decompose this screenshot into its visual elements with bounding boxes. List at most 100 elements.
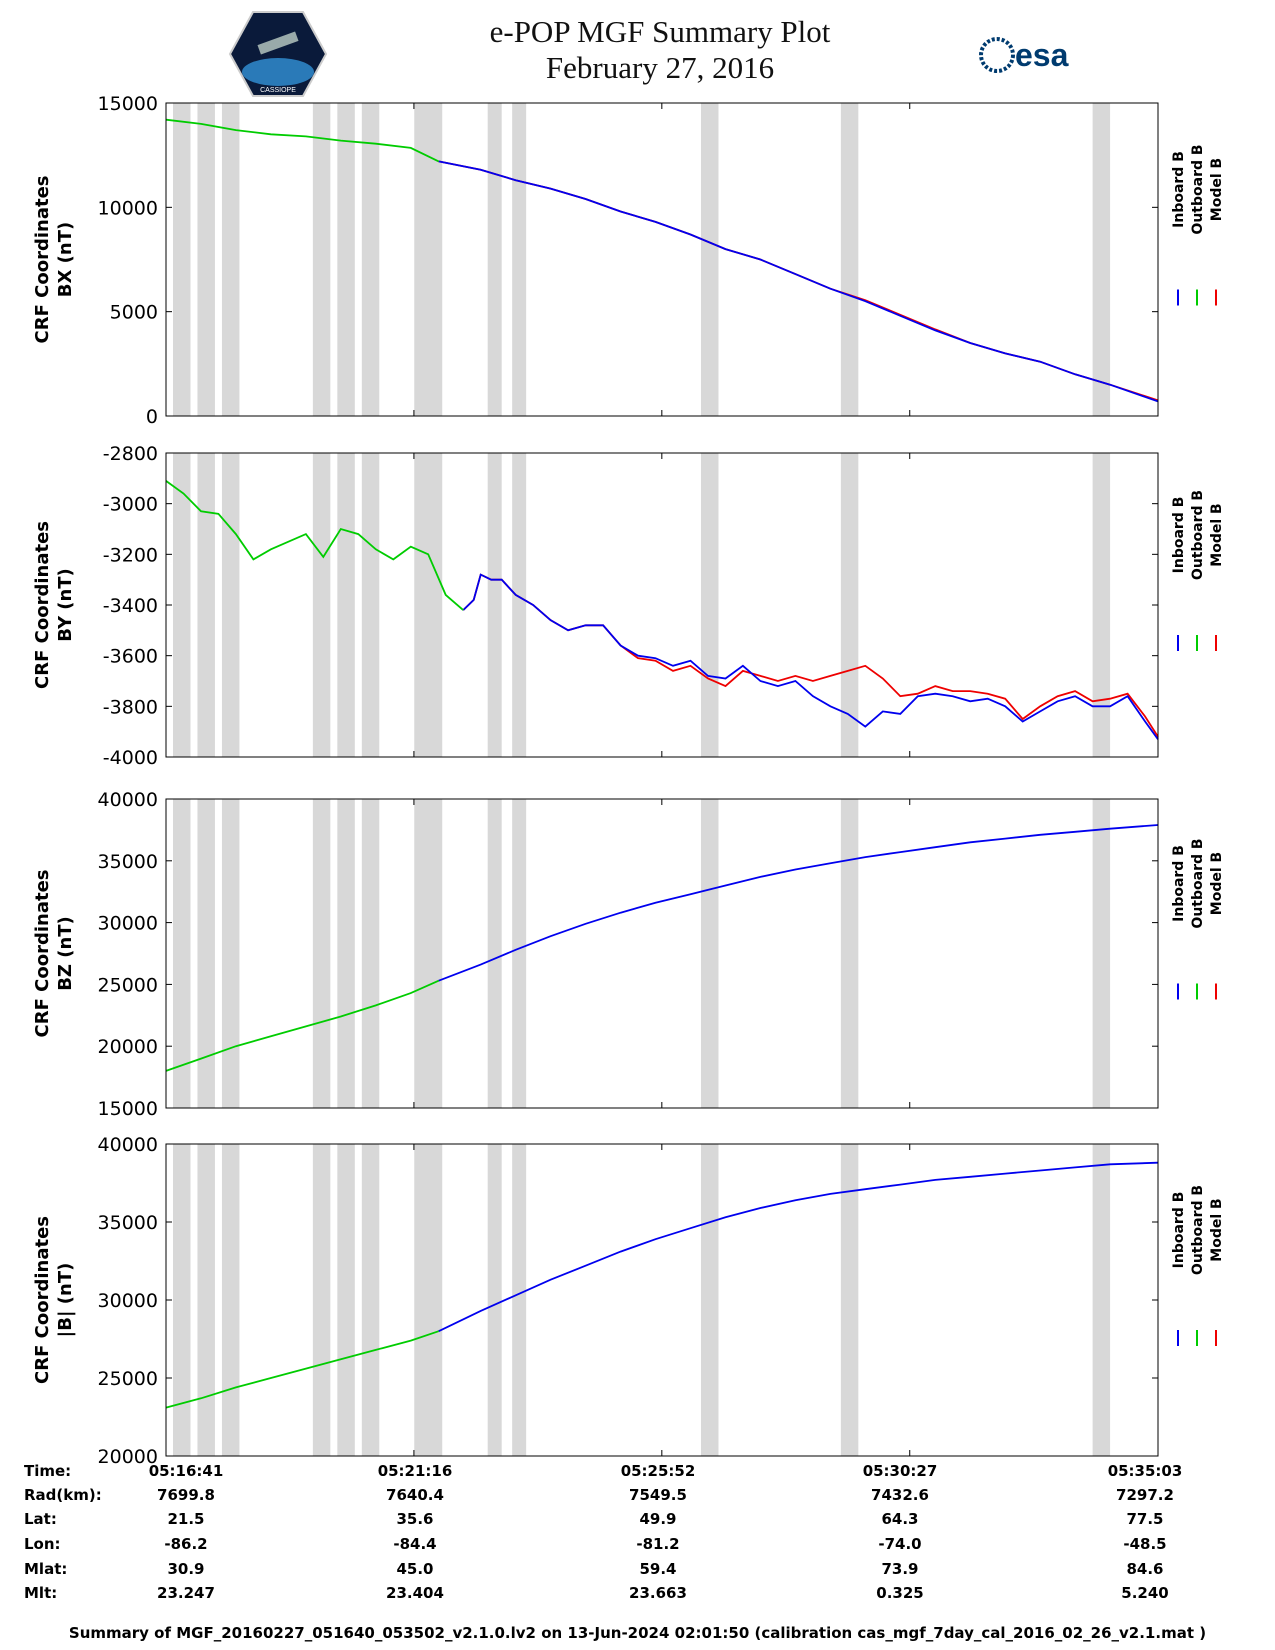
data-gap-bar <box>840 799 859 1108</box>
y-tick-label: -4000 <box>103 747 158 769</box>
y-tick-label: 5000 <box>110 302 158 324</box>
data-gap-bar <box>221 799 240 1108</box>
y-axis-label-line-1: CRF Coordinates <box>32 870 53 1038</box>
series-line-outboard-b <box>165 118 440 163</box>
legend-label: Outboard B <box>1190 144 1206 234</box>
y-tick-label: -2800 <box>103 443 158 465</box>
chart-panel-2: -4000 -3800 -3600 -3400 -3200 -3000 -2800 CRF C… <box>32 443 1225 769</box>
y-axis-label-line-1: CRF Coordinates <box>32 176 53 344</box>
data-gap-bar <box>700 453 719 757</box>
data-gap-bar <box>172 103 191 416</box>
title-line-1: e-POP MGF Summary Plot <box>489 14 831 49</box>
y-tick-label: 25000 <box>98 1368 158 1390</box>
y-axis-label-line-2: BY (nT) <box>55 568 76 642</box>
data-gap-bar <box>172 1144 191 1456</box>
y-tick-label: 35000 <box>98 851 158 873</box>
legend-label: Inboard B <box>1171 1192 1187 1269</box>
data-gap-bar <box>337 103 355 416</box>
y-axis-label-line-1: CRF Coordinates <box>32 1216 53 1384</box>
y-tick-label: -3200 <box>103 544 158 566</box>
data-gap-bar <box>337 453 355 757</box>
data-gap-bar <box>487 1144 502 1456</box>
legend-label: Inboard B <box>1171 151 1187 228</box>
data-gap-bar <box>840 453 859 757</box>
chart-panel-1: 0 5000 10000 15000 CRF Coordinates BX (nT) Inb… <box>32 93 1225 428</box>
data-gap-bar <box>700 103 719 416</box>
data-gap-bar <box>337 1144 355 1456</box>
data-gap-bar <box>512 103 527 416</box>
y-tick-label: 15000 <box>98 1098 158 1120</box>
data-gap-bar <box>312 103 331 416</box>
data-gap-bar <box>337 799 355 1108</box>
data-gap-bar <box>1092 1144 1111 1456</box>
y-axis-label: CRF Coordinates |B| (nT) <box>32 1216 76 1384</box>
data-gap-bar <box>700 799 719 1108</box>
y-tick-label: 15000 <box>98 93 158 115</box>
data-gap-bar <box>700 1144 719 1456</box>
series-line-inboard-b <box>438 160 1159 403</box>
series-line-inboard-b <box>462 573 1159 740</box>
y-axis-label: CRF Coordinates BY (nT) <box>32 521 76 689</box>
y-tick-label: 25000 <box>98 974 158 996</box>
data-gap-bar <box>172 799 191 1108</box>
y-tick-label: 10000 <box>98 197 158 219</box>
legend-label: Model B <box>1209 1198 1225 1261</box>
data-gap-bar <box>487 453 502 757</box>
y-axis-label-line-2: BX (nT) <box>55 222 76 297</box>
legend-label: Inboard B <box>1171 845 1187 922</box>
data-gap-bar <box>312 1144 331 1456</box>
legend-label: Model B <box>1209 503 1225 566</box>
y-axis-label: CRF Coordinates BX (nT) <box>32 176 76 344</box>
legend-label: Model B <box>1209 852 1225 915</box>
data-gap-bar <box>361 1144 380 1456</box>
esa-logo-text: esa <box>1015 37 1069 73</box>
data-gap-bar <box>197 799 215 1108</box>
data-gap-bar <box>1092 103 1111 416</box>
epop-logo-text: CASSIOPE <box>260 87 296 94</box>
legend-label: Inboard B <box>1171 497 1187 574</box>
data-gap-bar <box>840 1144 859 1456</box>
data-gap-bar <box>172 453 191 757</box>
data-gap-bar <box>197 453 215 757</box>
data-gap-bar <box>361 799 380 1108</box>
y-axis-label: CRF Coordinates BZ (nT) <box>32 870 76 1038</box>
esa-logo: esa <box>979 37 1069 73</box>
y-tick-label: -3600 <box>103 646 158 668</box>
y-tick-label: -3800 <box>103 696 158 718</box>
y-tick-label: 40000 <box>98 789 158 811</box>
data-gap-bar <box>512 1144 527 1456</box>
data-gap-bar <box>414 1144 443 1456</box>
data-gap-bar <box>1092 453 1111 757</box>
series-line-inboard-b <box>438 1161 1159 1333</box>
series-line-outboard-b <box>165 979 440 1072</box>
data-gap-bar <box>197 1144 215 1456</box>
y-axis-label-line-2: BZ (nT) <box>55 916 76 991</box>
y-tick-label: -3000 <box>103 494 158 516</box>
data-gap-bar <box>221 453 240 757</box>
y-tick-label: 0 <box>146 406 158 428</box>
legend-label: Outboard B <box>1190 838 1206 928</box>
epop-logo: CASSIOPE <box>228 11 328 97</box>
footer-note: Summary of MGF_20160227_051640_053502_v2… <box>68 1624 1207 1642</box>
chart-panel-4: 20000 25000 30000 35000 40000 CRF Coordinates… <box>32 1134 1225 1468</box>
data-gap-bar <box>221 1144 240 1456</box>
data-gap-bar <box>312 799 331 1108</box>
y-axis-label-line-1: CRF Coordinates <box>32 521 53 689</box>
series-line-model-b <box>462 573 1159 738</box>
series-line-outboard-b <box>165 1330 439 1409</box>
y-tick-label: 40000 <box>98 1134 158 1156</box>
y-tick-label: 30000 <box>98 913 158 935</box>
legend-label: Outboard B <box>1190 490 1206 580</box>
data-gap-bar <box>414 799 443 1108</box>
data-gap-bar <box>840 103 859 416</box>
data-gap-bar <box>361 453 380 757</box>
page-title: e-POP MGF Summary Plot February 27, 2016 <box>410 14 910 86</box>
data-gap-bar <box>1092 799 1111 1108</box>
y-tick-label: 35000 <box>98 1212 158 1234</box>
title-line-2: February 27, 2016 <box>545 50 775 85</box>
legend-label: Outboard B <box>1190 1185 1206 1275</box>
y-tick-label: -3400 <box>103 595 158 617</box>
data-gap-bar <box>487 799 502 1108</box>
y-tick-label: 20000 <box>98 1036 158 1058</box>
